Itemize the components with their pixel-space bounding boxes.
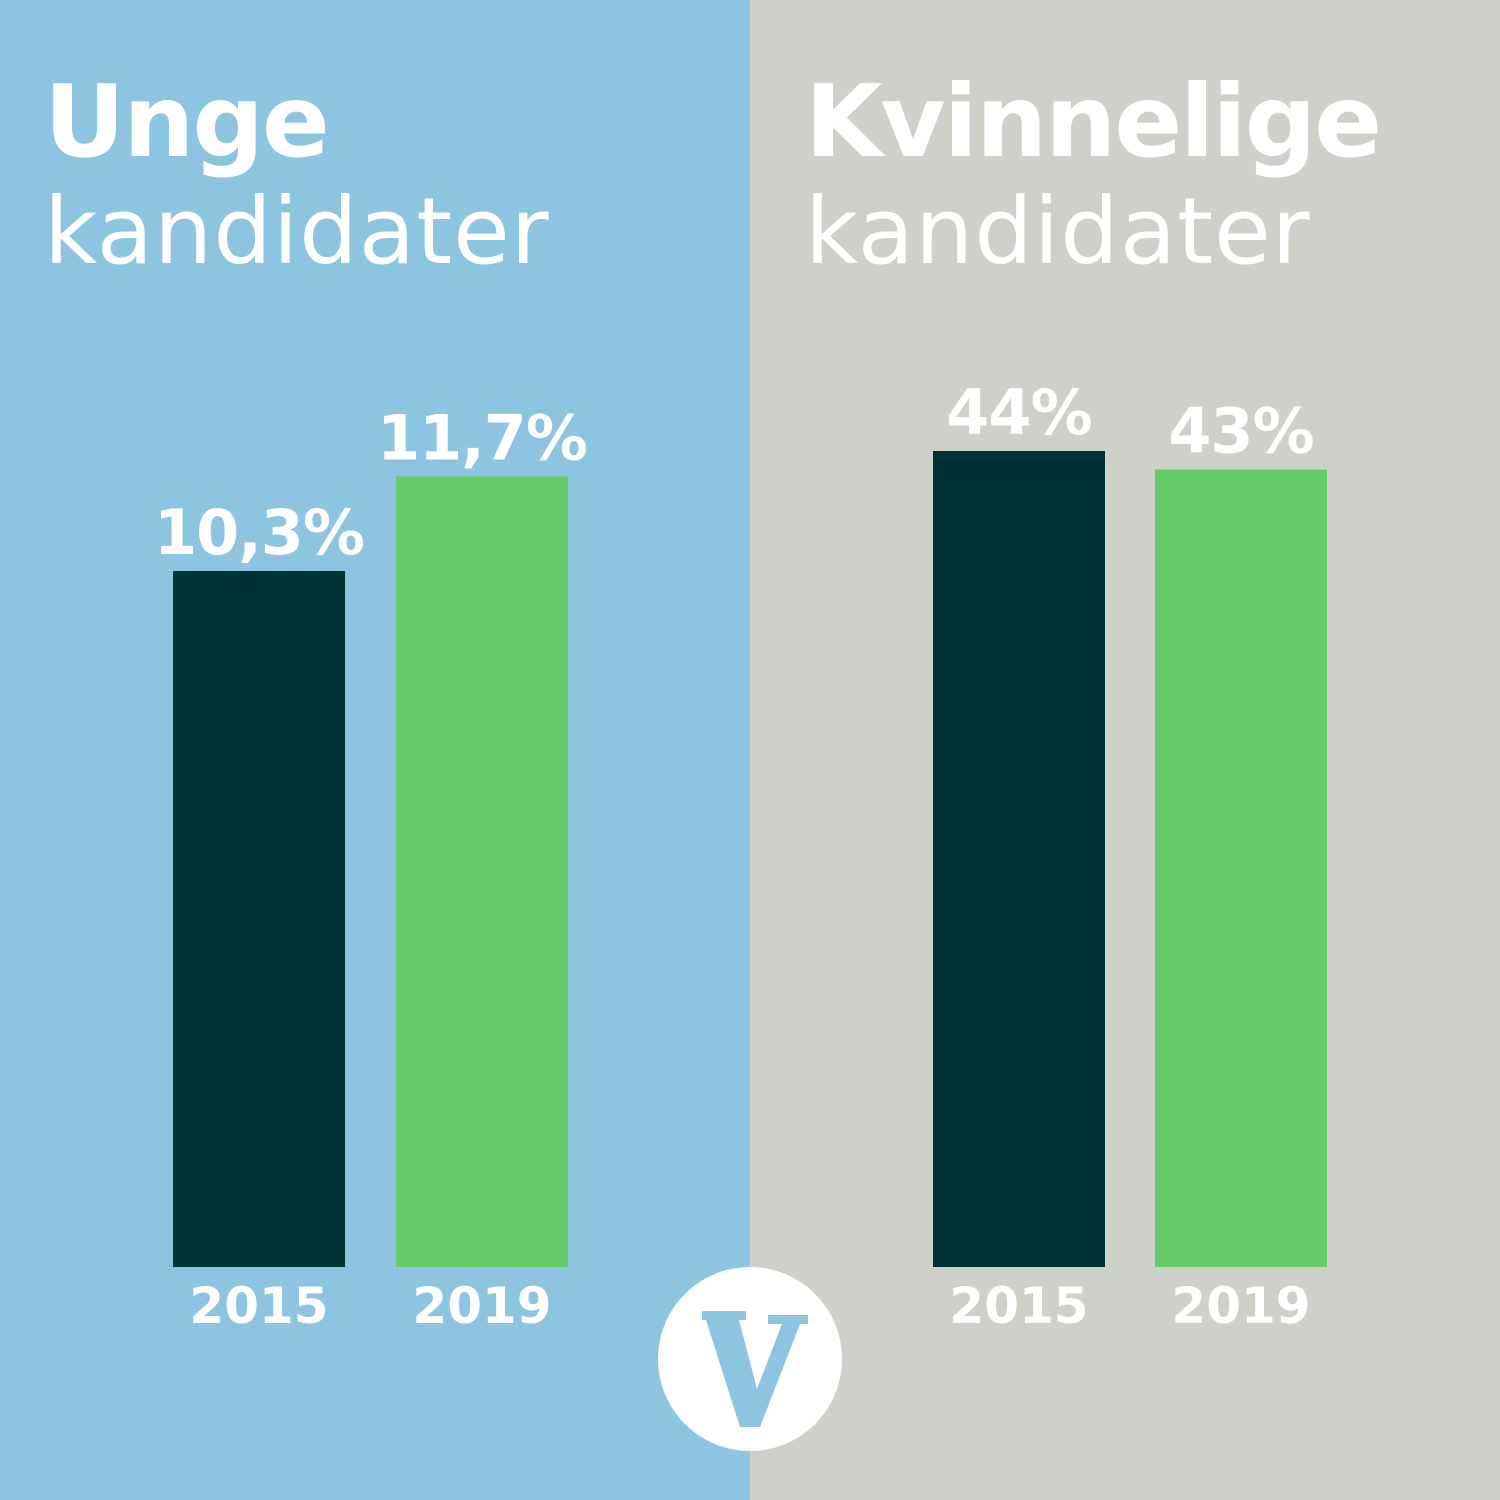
panel-title-bold: Kvinnelige <box>805 63 1382 180</box>
young-candidates-panel: Unge kandidater 10,3% 2015 11,7% 2019 <box>0 0 750 1500</box>
panel-title-light: kandidater <box>805 178 1311 285</box>
bar-2015 <box>173 571 345 1267</box>
panel-title-bold: Unge <box>44 63 330 180</box>
data-label: 11,7% <box>377 401 587 474</box>
bar-2019 <box>396 476 568 1267</box>
venstre-v-logo-icon <box>658 1267 842 1451</box>
data-label: 10,3% <box>154 496 364 569</box>
category-label: 2015 <box>189 1277 328 1335</box>
female-candidates-bar-chart: 44% 2015 43% 2019 <box>933 376 1327 1335</box>
data-label: 44% <box>946 376 1091 449</box>
bar-2019 <box>1155 469 1327 1268</box>
female-candidates-panel: Kvinnelige kandidater 44% 2015 43% 2019 <box>750 0 1500 1500</box>
bar-2015 <box>933 451 1105 1267</box>
data-label: 43% <box>1168 395 1313 468</box>
young-candidates-bar-chart: 10,3% 2015 11,7% 2019 <box>154 401 588 1335</box>
category-label: 2019 <box>412 1277 551 1335</box>
panel-title-light: kandidater <box>44 178 550 285</box>
category-label: 2019 <box>1171 1277 1310 1335</box>
category-label: 2015 <box>949 1277 1088 1335</box>
